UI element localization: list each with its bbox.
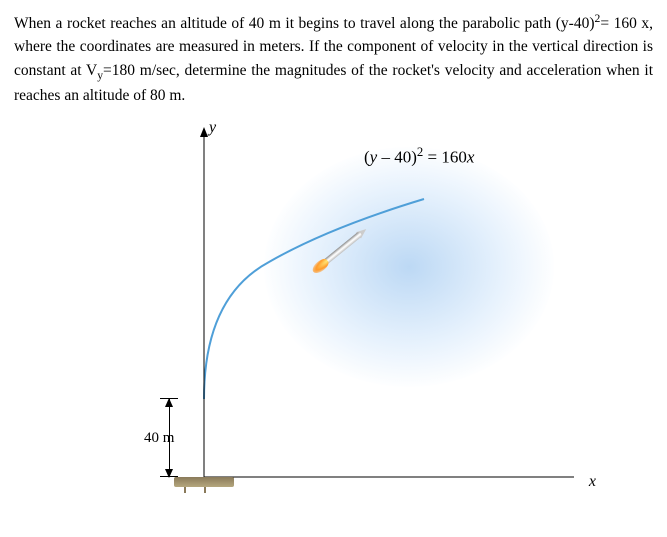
problem-statement: When a rocket reaches an altitude of 40 … [14,10,653,107]
figure: y x (y – 40)2 = 160x 40 m [114,127,614,507]
text-line3b: =180 m/sec, determine the magnitudes of … [103,62,522,79]
eq-equals: = 160 [423,148,467,167]
plot-svg [114,127,614,507]
trajectory-path [204,199,424,399]
y-axis-arrow [200,127,208,137]
ground-icon [174,477,234,487]
text-line1: When a rocket reaches an altitude of 40 … [14,15,595,32]
eq-var-x: x [467,148,475,167]
text-line1b: = [600,15,609,32]
y-axis-label: y [209,119,216,137]
path-equation: (y – 40)2 = 160x [364,145,474,168]
eq-minus40: – 40) [377,148,417,167]
x-axis-label: x [589,473,596,491]
dimension-label-40m: 40 m [144,430,174,447]
